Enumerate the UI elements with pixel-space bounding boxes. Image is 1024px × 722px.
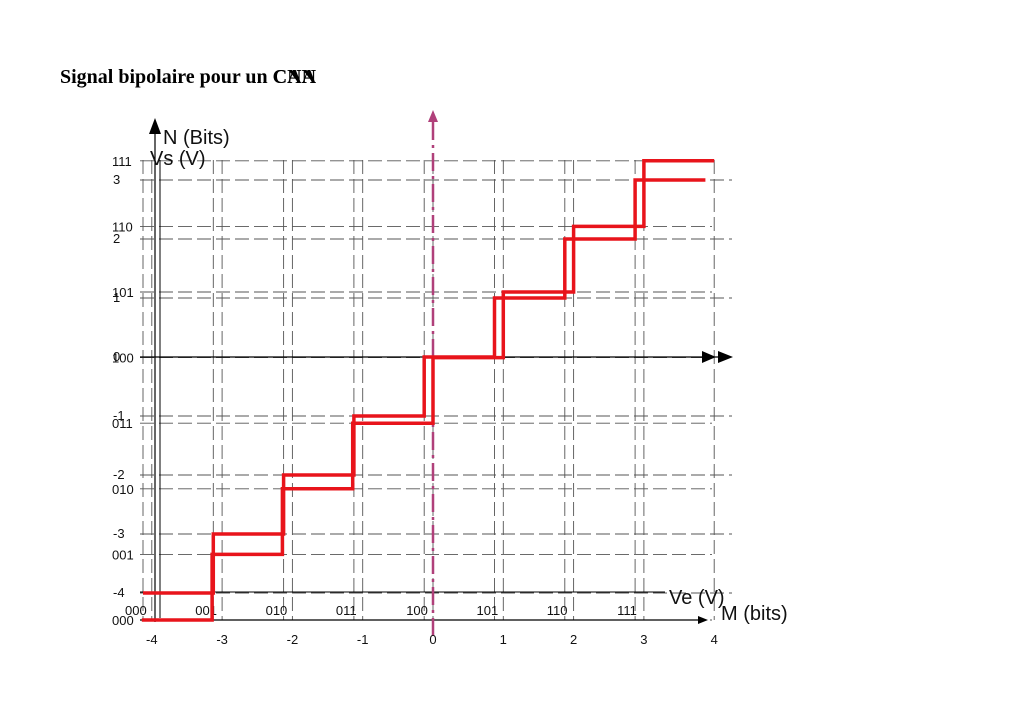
m-tick-label: 000 — [125, 603, 147, 618]
ve-tick-label: 0 — [429, 632, 436, 647]
vs-tick-label: -3 — [113, 526, 125, 541]
n-tick-label: 001 — [112, 547, 134, 562]
n-tick-label: 110 — [112, 219, 133, 234]
ve-axis-arrow-2 — [718, 351, 733, 363]
n-tick-label: 101 — [112, 285, 134, 300]
ve-tick-label: 2 — [570, 632, 577, 647]
n-tick-label: 000 — [112, 613, 134, 628]
ve-tick-label: -3 — [216, 632, 228, 647]
vs-tick-label: -1 — [113, 408, 125, 423]
ve-tick-label: -1 — [357, 632, 369, 647]
m-tick-label: 101 — [477, 603, 499, 618]
n-axis-arrow — [149, 118, 161, 134]
n-axis-label: N (Bits) — [163, 127, 230, 149]
vs-tick-label: 2 — [113, 231, 120, 246]
m-tick-label: 100 — [406, 603, 428, 618]
chart-title: Signal bipolaire pour un CNA Signal bipo… — [60, 66, 316, 89]
chart-title-overlay-text: CAN — [272, 66, 317, 88]
axis-labels: N (Bits)Vs (V) Ve (V)M (bits) — [150, 127, 788, 625]
ve-axis-label: Ve (V) — [669, 587, 725, 609]
m-tick-label: 010 — [266, 603, 288, 618]
chart-title-text: Signal bipolaire pour un CNA — [60, 66, 317, 88]
center-line-arrow — [428, 110, 438, 122]
tick-labels: -4 -3 -2 -1 0 1 2 3 4000001010011100101110111000… — [112, 154, 718, 647]
m-tick-label: 111 — [617, 603, 637, 618]
n-tick-label: 111 — [112, 154, 132, 169]
vs-tick-label: -4 — [113, 585, 125, 600]
n-tick-label: 100 — [112, 351, 134, 366]
m-tick-label: 011 — [336, 603, 357, 618]
n-tick-label: 011 — [112, 416, 133, 431]
vs-axis-label: Vs (V) — [150, 148, 206, 170]
ve-tick-label: -2 — [287, 632, 299, 647]
n-tick-label: 010 — [112, 482, 134, 497]
vs-tick-label: 3 — [113, 172, 120, 187]
vs-tick-label: 1 — [113, 290, 120, 305]
ve-tick-label: 3 — [640, 632, 647, 647]
ve-tick-label: -4 — [146, 632, 158, 647]
vs-tick-label: 0 — [113, 349, 120, 364]
ve-tick-label: 4 — [711, 632, 718, 647]
grid — [140, 160, 732, 621]
ve-tick-label: 1 — [500, 632, 507, 647]
m-axis-label: M (bits) — [721, 603, 788, 625]
m-axis-arrow — [698, 616, 708, 624]
m-tick-label: 110 — [547, 603, 568, 618]
curves — [141, 159, 715, 622]
cna-step-curve — [143, 178, 706, 595]
chart-title-overlay: Signal bipolaire pour un CAN — [60, 66, 316, 89]
ve-axis-arrow — [702, 351, 716, 363]
vs-tick-label: -2 — [113, 467, 125, 482]
can-step-curve — [141, 159, 715, 622]
